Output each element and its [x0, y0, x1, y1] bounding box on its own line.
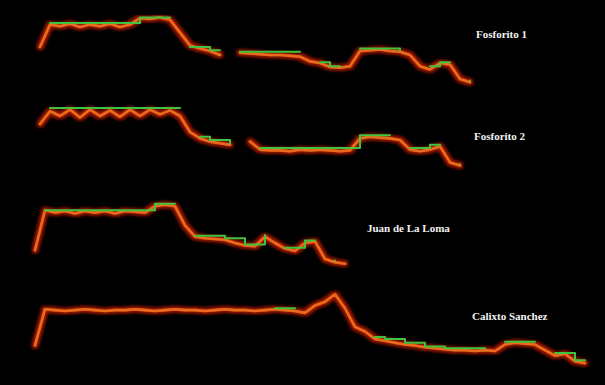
pitch-contour [40, 17, 470, 82]
note-segments [275, 308, 585, 360]
panel-title: Fosforito 2 [474, 130, 526, 142]
panel [35, 204, 345, 264]
background [0, 0, 605, 385]
plot-area [40, 17, 470, 82]
note-segments [50, 108, 460, 164]
pitch-contour [35, 205, 345, 264]
panel-title: Juan de La Loma [367, 222, 450, 234]
pitch-contour [35, 294, 585, 363]
plot-area [40, 108, 460, 166]
plot-area [35, 204, 345, 264]
pitch-contour [40, 110, 460, 166]
panel-title: Calixto Sanchez [472, 310, 548, 322]
panel-title: Fosforito 1 [476, 28, 527, 40]
note-segments [45, 204, 335, 261]
panel [40, 17, 470, 82]
panel [40, 108, 460, 166]
plot-area [35, 294, 585, 363]
panel [35, 294, 585, 363]
chart-canvas: Fosforito 1 Fosforito 2 Juan de La Loma Cal… [0, 0, 605, 385]
note-segments [50, 17, 470, 80]
